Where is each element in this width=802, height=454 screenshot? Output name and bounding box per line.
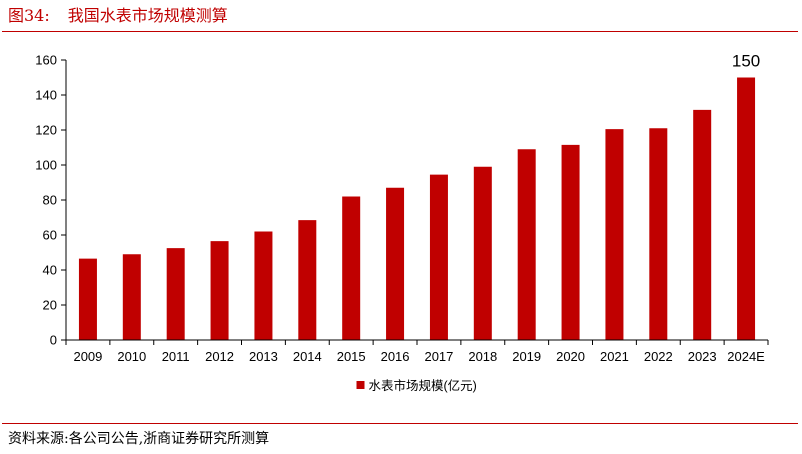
source-note: 资料来源:各公司公告,浙商证券研究所测算	[8, 431, 270, 447]
x-tick-label: 2010	[117, 349, 146, 364]
legend-swatch	[356, 381, 365, 389]
bar-2016	[386, 187, 405, 340]
x-tick-label: 2022	[644, 349, 673, 364]
x-tick-label: 2016	[381, 349, 410, 364]
x-tick-label: 2011	[162, 349, 190, 364]
bar-2014	[298, 220, 317, 341]
figure-title-text: 我国水表市场规模测算	[67, 6, 228, 25]
legend-label: 水表市场规模(亿元)	[369, 378, 477, 393]
x-tick-label: 2019	[512, 349, 541, 364]
y-tick-labels: 0 20 40 60 80 100 120 140 160	[35, 53, 57, 348]
bar-2023	[693, 109, 712, 341]
bar-2015	[342, 196, 361, 340]
x-tick-labels: 2009 2010 2011 2012 2013 2014 2015 2016 2017 2018…	[73, 349, 765, 364]
chart-legend: 水表市场规模(亿元)	[356, 378, 477, 393]
x-tick-label: 2014	[293, 349, 322, 364]
y-tick-label: 20	[43, 298, 57, 313]
bar-2013	[254, 231, 273, 340]
data-labels: 150	[732, 52, 760, 71]
y-tick-label: 80	[43, 193, 57, 208]
figure-title: 图34: 我国水表市场规模测算	[8, 4, 228, 28]
bar-2009	[78, 258, 97, 341]
bar-2018	[473, 166, 492, 340]
bar-2020	[561, 144, 580, 341]
y-tick-label: 60	[43, 228, 57, 243]
y-tick-label: 160	[35, 53, 57, 68]
y-tick-label: 120	[35, 123, 57, 138]
x-tick-label: 2024E	[727, 349, 765, 364]
chart-axes	[61, 59, 769, 345]
bar-2021	[605, 129, 624, 341]
y-tick-label: 0	[50, 333, 57, 348]
title-divider	[2, 31, 798, 32]
y-tick-label: 140	[35, 88, 57, 103]
x-tick-label: 2012	[205, 349, 234, 364]
x-tick-label: 2017	[424, 349, 453, 364]
bar-2024E	[737, 77, 756, 340]
bar-2010	[122, 254, 141, 340]
x-tick-label: 2018	[468, 349, 497, 364]
footer-divider	[2, 423, 798, 424]
figure-label: 图34:	[8, 6, 50, 25]
bar-2022	[649, 128, 668, 340]
x-tick-label: 2020	[556, 349, 585, 364]
bar-series	[78, 77, 756, 341]
data-label: 150	[732, 52, 760, 71]
x-tick-label: 2023	[688, 349, 717, 364]
x-tick-label: 2015	[337, 349, 366, 364]
bar-2017	[429, 174, 448, 341]
x-tick-label: 2013	[249, 349, 278, 364]
bar-2019	[517, 149, 536, 340]
x-tick-label: 2009	[73, 349, 102, 364]
x-tick-label: 2021	[600, 349, 629, 364]
y-tick-label: 100	[35, 158, 57, 173]
y-tick-label: 40	[43, 263, 57, 278]
bar-2011	[166, 248, 185, 341]
bar-2012	[210, 241, 229, 341]
